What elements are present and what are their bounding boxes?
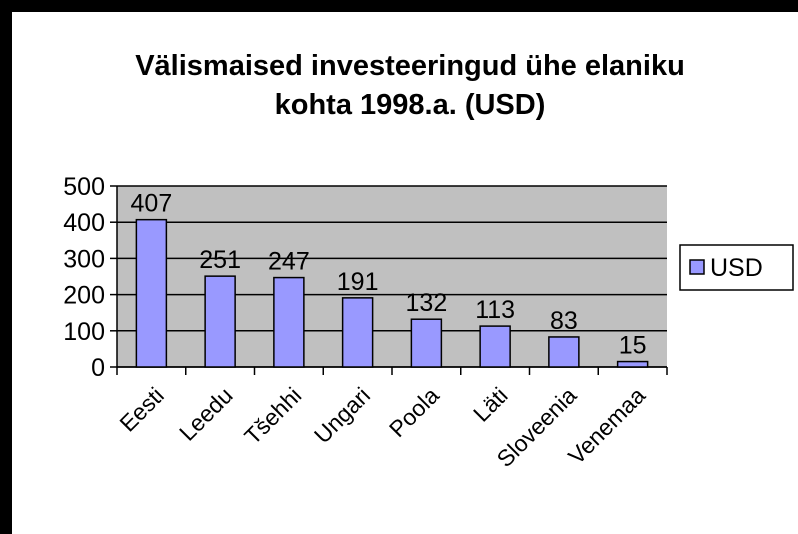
chart-title: kohta 1998.a. (USD) bbox=[275, 89, 546, 121]
bar bbox=[273, 276, 305, 368]
bar bbox=[479, 325, 511, 368]
y-tick-label: 0 bbox=[91, 354, 105, 382]
bar bbox=[548, 336, 580, 368]
y-tick-label: 400 bbox=[63, 209, 105, 237]
y-tick-label: 200 bbox=[63, 282, 105, 310]
legend-swatch bbox=[689, 259, 705, 275]
chart-title: Välismaised investeeringud ühe elaniku bbox=[135, 50, 685, 82]
bar bbox=[410, 318, 443, 368]
data-label: 191 bbox=[337, 268, 379, 296]
bar bbox=[616, 360, 649, 368]
bar bbox=[204, 275, 236, 368]
data-label: 132 bbox=[406, 289, 448, 317]
y-tick-label: 100 bbox=[63, 318, 105, 346]
y-tick-label: 300 bbox=[63, 245, 105, 273]
y-tick-label: 500 bbox=[63, 173, 105, 201]
frame-left bbox=[0, 0, 12, 534]
bar bbox=[135, 218, 168, 368]
data-label: 113 bbox=[475, 296, 515, 324]
plot-area bbox=[117, 186, 667, 367]
legend-label: USD bbox=[710, 254, 763, 282]
bar bbox=[341, 297, 374, 368]
data-label: 251 bbox=[199, 246, 241, 274]
frame-top bbox=[0, 0, 798, 12]
data-label: 83 bbox=[550, 307, 578, 335]
data-label: 247 bbox=[268, 248, 310, 276]
data-label: 15 bbox=[619, 332, 647, 360]
data-label: 407 bbox=[131, 190, 173, 218]
